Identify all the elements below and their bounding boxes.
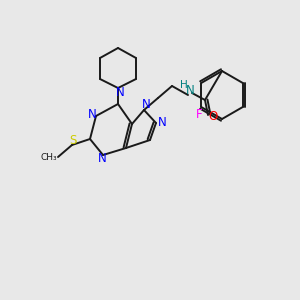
Text: H: H [180,80,188,90]
Text: S: S [69,134,77,148]
Text: N: N [98,152,106,166]
Text: N: N [158,116,166,128]
Text: CH₃: CH₃ [40,152,57,161]
Text: N: N [88,107,96,121]
Text: N: N [116,86,124,100]
Text: N: N [186,85,194,98]
Text: F: F [196,107,202,121]
Text: O: O [208,110,217,122]
Text: N: N [142,98,150,110]
